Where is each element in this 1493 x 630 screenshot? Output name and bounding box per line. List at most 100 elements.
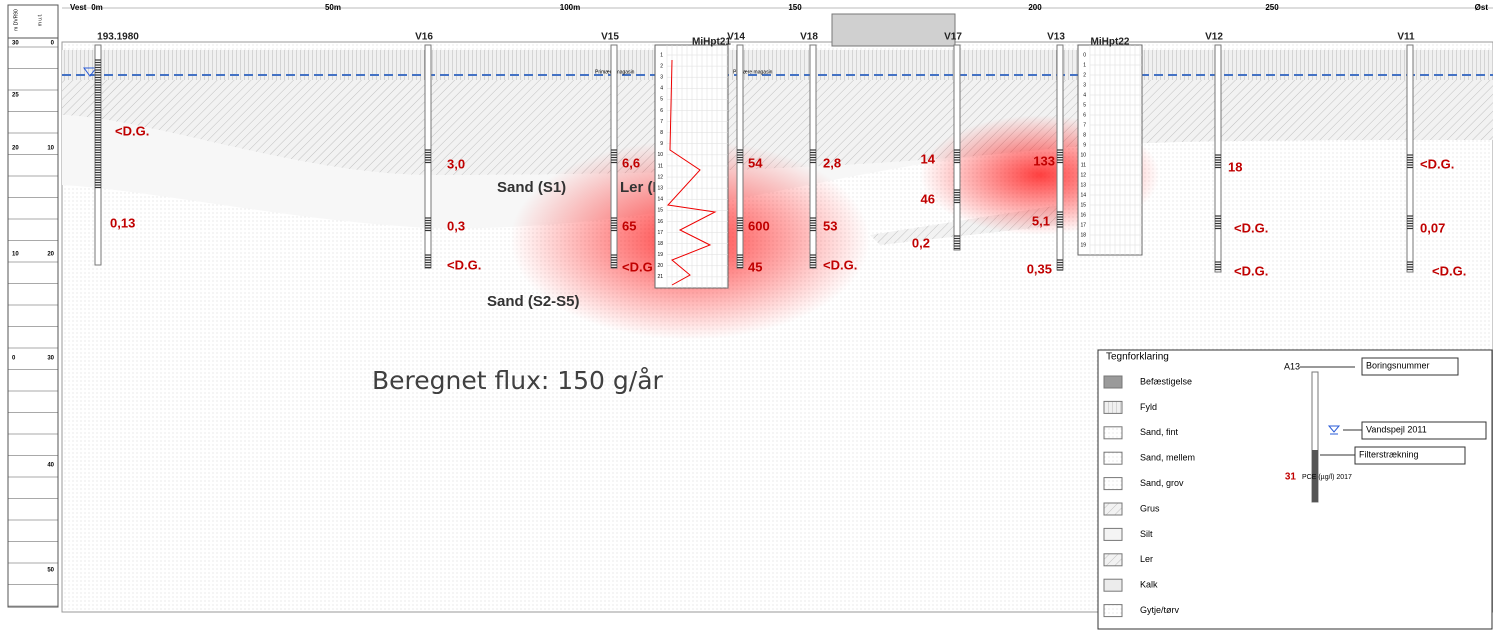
legend-swatch bbox=[1104, 401, 1122, 413]
hpt-depth: 4 bbox=[660, 86, 663, 92]
hpt-depth: 5 bbox=[660, 97, 663, 103]
x-tick-label: 100m bbox=[560, 3, 580, 12]
depth-label: 10 bbox=[47, 146, 54, 152]
legend-swatch bbox=[1104, 376, 1122, 388]
hpt-depth: 8 bbox=[660, 130, 663, 136]
legend-label: Grus bbox=[1140, 503, 1160, 513]
legend-swatch bbox=[1104, 503, 1122, 515]
hpt-depth: 1 bbox=[660, 52, 663, 58]
hpt-depth: 13 bbox=[657, 185, 663, 191]
layer-label: Sand (S2-S5) bbox=[487, 293, 580, 310]
legend-swatch bbox=[1104, 452, 1122, 464]
legend-value: 31 bbox=[1285, 472, 1297, 483]
boring-pipe bbox=[737, 45, 743, 268]
hpt-depth: 14 bbox=[657, 197, 663, 203]
layer-label: Sand (S1) bbox=[497, 179, 566, 196]
legend-label: Gytje/tørv bbox=[1140, 605, 1180, 615]
pce-value: <D.G. bbox=[1420, 156, 1454, 171]
boring-name: V16 bbox=[415, 32, 433, 43]
boring-name: V12 bbox=[1205, 32, 1223, 43]
hpt-depth: 6 bbox=[1083, 112, 1086, 118]
pce-value: 133 bbox=[1033, 153, 1055, 168]
pce-value: 14 bbox=[921, 151, 936, 166]
hpt-depth: 10 bbox=[657, 152, 663, 158]
hpt-depth: 12 bbox=[657, 174, 663, 180]
pce-value: 65 bbox=[622, 218, 636, 233]
scale-header: m DVR90 bbox=[13, 9, 19, 31]
legend-swatch bbox=[1104, 579, 1122, 591]
pce-value: 0,2 bbox=[912, 235, 930, 250]
scale-header: m u.t. bbox=[37, 14, 43, 27]
pce-value: 0,3 bbox=[447, 218, 465, 233]
boring-name: V11 bbox=[1397, 32, 1415, 43]
pce-value: 2,8 bbox=[823, 155, 841, 170]
hpt-depth: 4 bbox=[1083, 92, 1086, 98]
hpt-depth: 7 bbox=[660, 119, 663, 125]
axis-end: Vest bbox=[70, 3, 87, 12]
hpt-depth: 17 bbox=[657, 230, 663, 236]
hpt-depth: 20 bbox=[657, 263, 663, 269]
legend-label: Sand, fint bbox=[1140, 427, 1179, 437]
hpt-depth: 14 bbox=[1080, 192, 1086, 198]
hpt-depth: 15 bbox=[657, 208, 663, 214]
hpt-depth: 18 bbox=[1080, 232, 1086, 238]
pce-value: 0,07 bbox=[1420, 220, 1445, 235]
pce-value: <D.G. bbox=[1234, 263, 1268, 278]
pce-value: 45 bbox=[748, 259, 762, 274]
boring-pipe bbox=[1215, 45, 1221, 272]
legend-label: Befæstigelse bbox=[1140, 376, 1192, 386]
pce-value: <D.G. bbox=[447, 257, 481, 272]
boring-name: V15 bbox=[601, 32, 619, 43]
elevation-label: 10 bbox=[12, 252, 19, 258]
pce-value: 600 bbox=[748, 218, 770, 233]
legend-swatch bbox=[1104, 427, 1122, 439]
pce-value: 3,0 bbox=[447, 156, 465, 171]
hpt-depth: 1 bbox=[1083, 62, 1086, 68]
pce-value: 54 bbox=[748, 155, 763, 170]
flux-label: Beregnet flux: 150 g/år bbox=[372, 366, 664, 395]
pce-value: 46 bbox=[921, 191, 935, 206]
boring-pipe bbox=[425, 45, 431, 268]
legend-value-caption: PCE (µg/l) 2017 bbox=[1302, 474, 1352, 481]
boring-name: V17 bbox=[944, 32, 962, 43]
cross-section: Ler (L1) Sand (S1) Sand (S2-S5) Primære … bbox=[0, 0, 1493, 630]
hpt-depth: 0 bbox=[1083, 52, 1086, 58]
hpt-name: MiHpt21 bbox=[692, 37, 731, 48]
hpt-depth: 21 bbox=[657, 274, 663, 280]
pce-value: <D.G. bbox=[115, 123, 149, 138]
elevation-label: 30 bbox=[12, 41, 19, 47]
hpt-depth: 7 bbox=[1083, 122, 1086, 128]
hpt-depth: 5 bbox=[1083, 102, 1086, 108]
legend-swatch bbox=[1104, 478, 1122, 490]
hpt-depth: 16 bbox=[657, 219, 663, 225]
pce-value: 6,6 bbox=[622, 155, 640, 170]
elevation-label: 25 bbox=[12, 93, 19, 99]
pce-value: <D.G. bbox=[1234, 220, 1268, 235]
hpt-depth: 12 bbox=[1080, 172, 1086, 178]
legend-swatch bbox=[1104, 605, 1122, 617]
hpt-depth: 2 bbox=[660, 63, 663, 69]
legend: Tegnforklaring A13 Boringsnummer Vandspe… bbox=[1098, 350, 1492, 629]
hpt-depth: 13 bbox=[1080, 182, 1086, 188]
legend-label: Sand, grov bbox=[1140, 478, 1184, 488]
pce-value: <D.G. bbox=[1432, 263, 1466, 278]
hpt-depth: 10 bbox=[1080, 152, 1086, 158]
boring-name: 193.1980 bbox=[97, 32, 139, 43]
legend-label: Ler bbox=[1140, 554, 1153, 564]
x-tick-label: 150 bbox=[788, 3, 802, 12]
legend-label: Silt bbox=[1140, 529, 1153, 539]
hpt-depth: 15 bbox=[1080, 202, 1086, 208]
legend-title: Tegnforklaring bbox=[1106, 352, 1169, 363]
hpt-depth: 3 bbox=[660, 75, 663, 81]
boring-pipe bbox=[954, 45, 960, 250]
hpt-depth: 6 bbox=[660, 108, 663, 114]
legend-swatch bbox=[1104, 554, 1122, 566]
callout-text: Filterstrækning bbox=[1359, 449, 1419, 459]
pce-value: <D.G bbox=[622, 259, 653, 274]
hpt-depth: 16 bbox=[1080, 212, 1086, 218]
legend-label: Kalk bbox=[1140, 580, 1158, 590]
pce-value: 53 bbox=[823, 218, 837, 233]
depth-label: 30 bbox=[47, 356, 54, 362]
